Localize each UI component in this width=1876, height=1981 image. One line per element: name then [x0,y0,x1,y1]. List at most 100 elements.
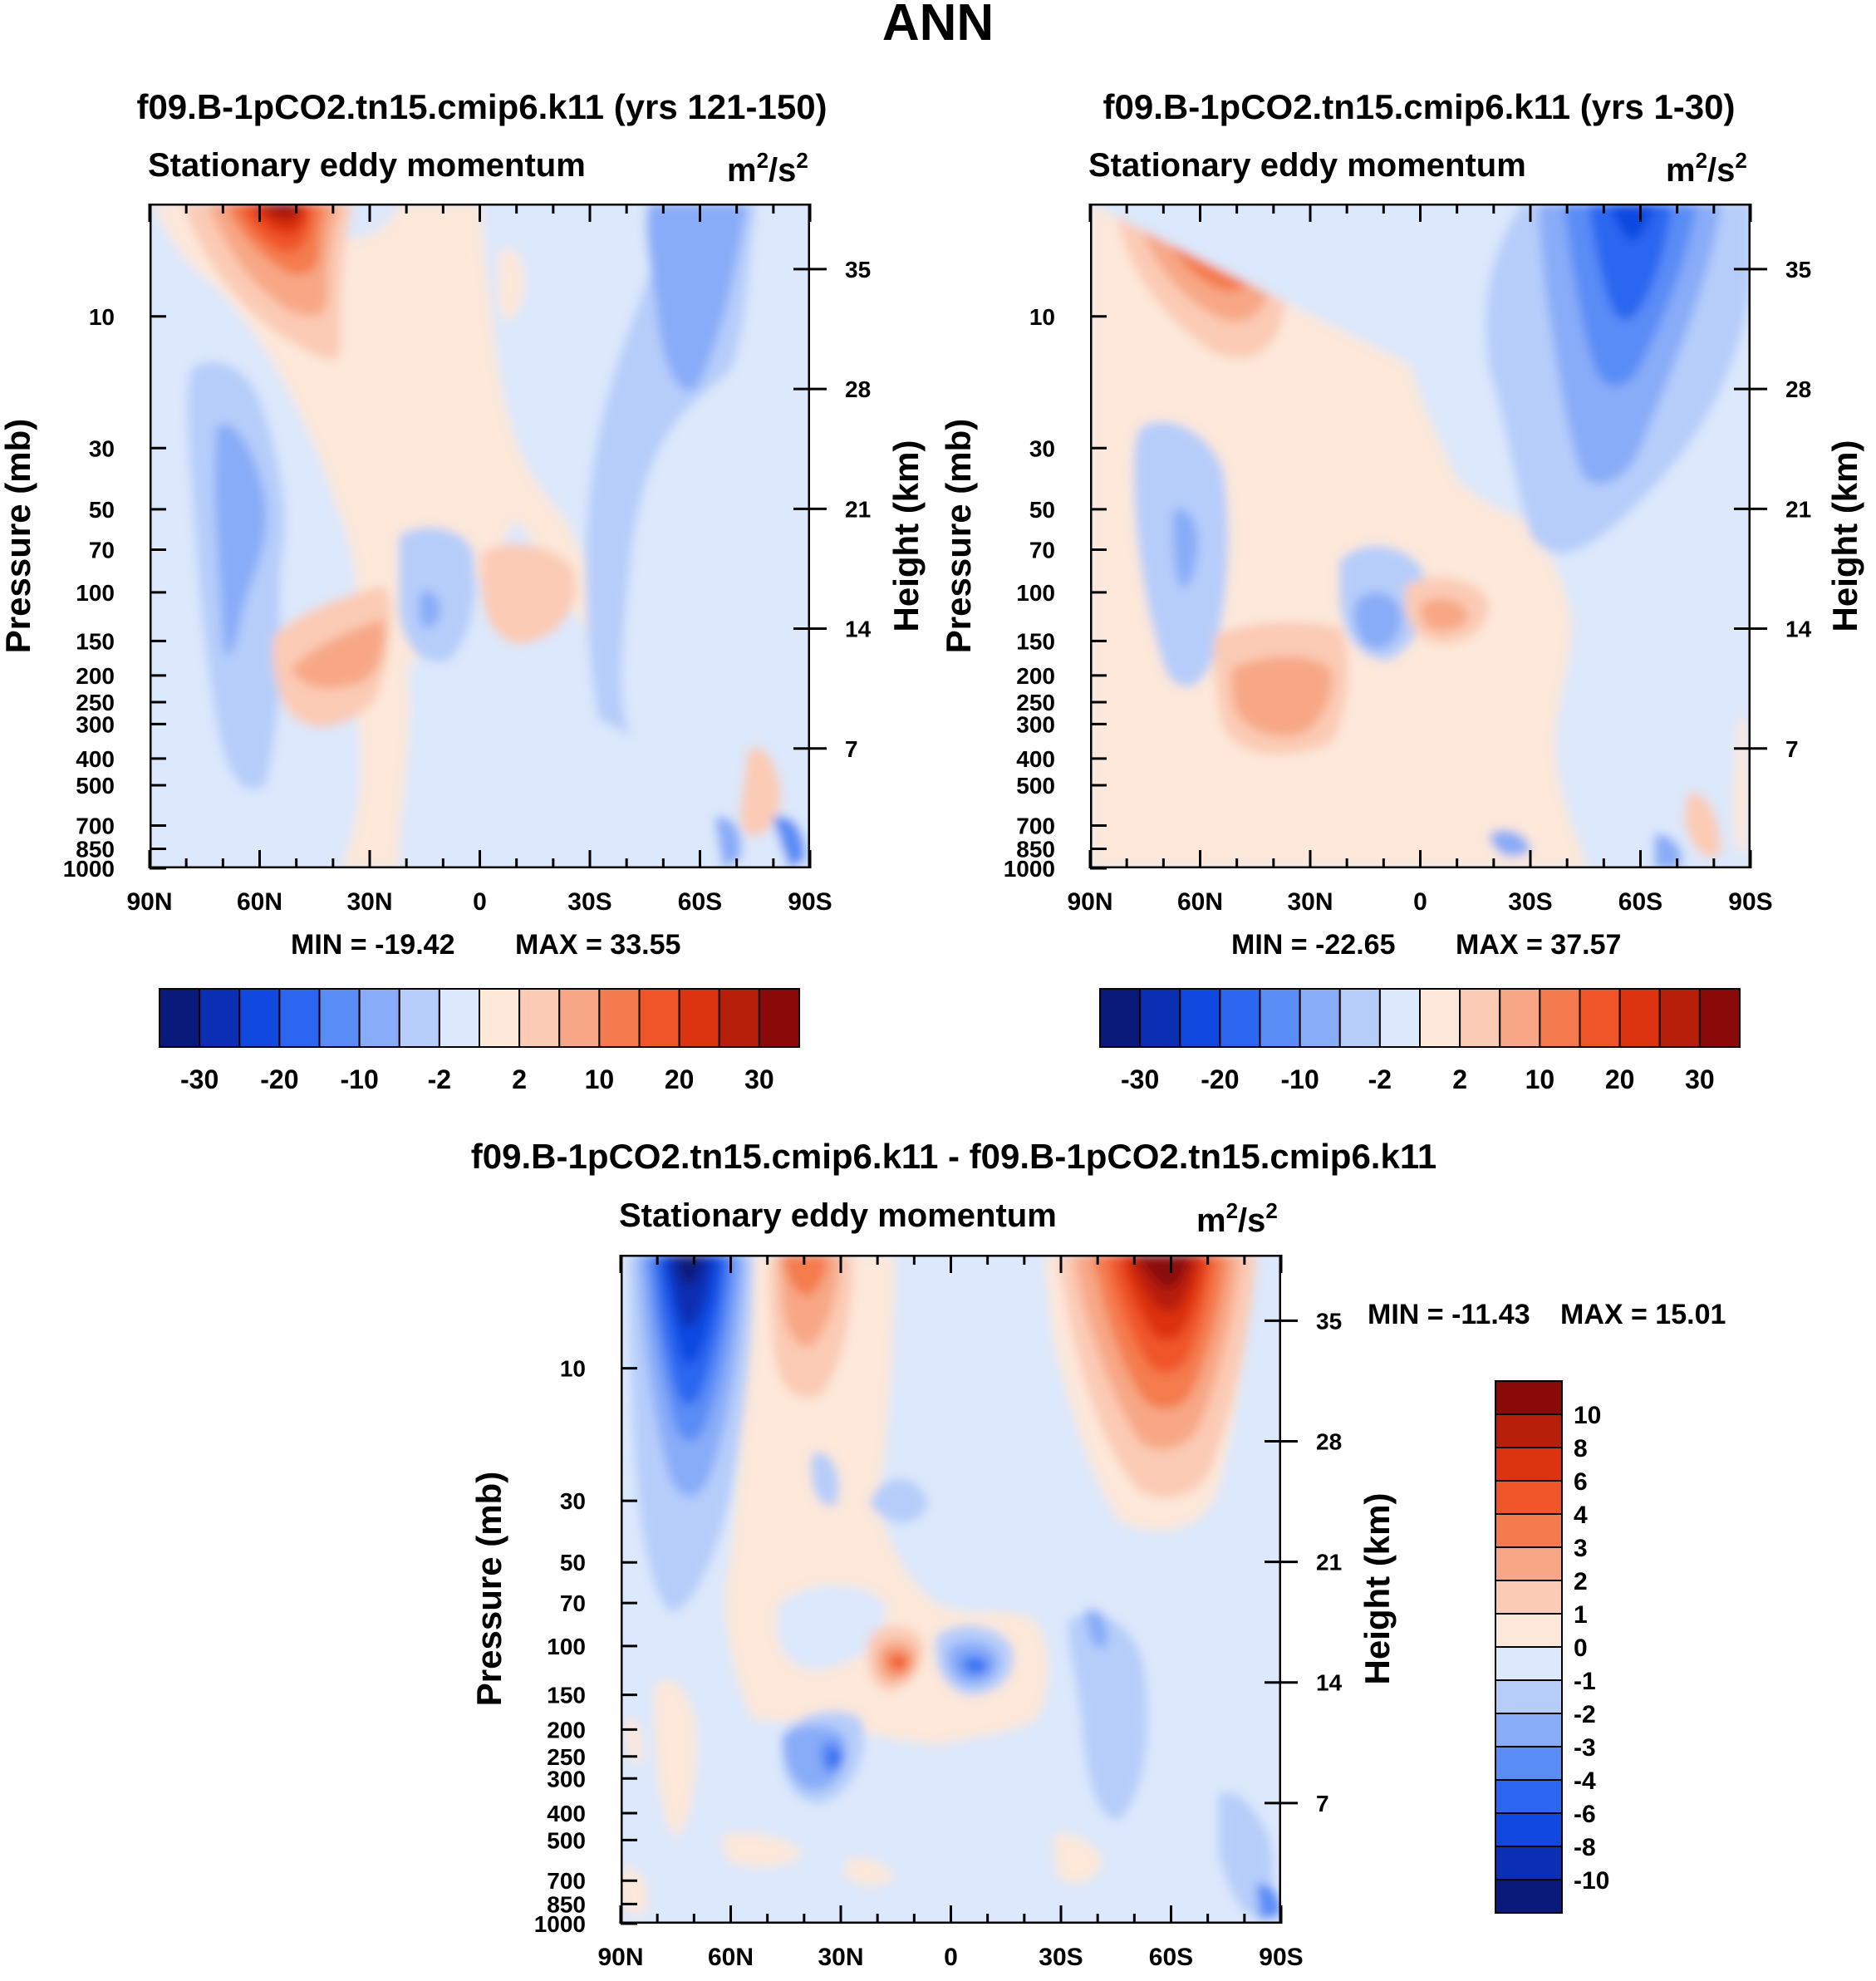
colorbar-box [1539,988,1581,1048]
panel-3-max-label: MAX = 15.01 [1560,1299,1726,1330]
colorbar-box [1495,1413,1563,1448]
colorbar-label: 2 [1452,1064,1467,1094]
y-tick-label: 300 [547,1766,586,1792]
colorbar-box [1495,1646,1563,1681]
colorbar-box [159,988,201,1048]
x-tick-label: 30N [818,1944,863,1971]
y-tick-label: 70 [89,537,115,563]
colorbar-label: 30 [1685,1064,1715,1094]
panel-2-min-label: MIN = -22.65 [1231,929,1395,961]
y-right-tick-label: 21 [845,496,871,522]
y-tick-label: 100 [1016,580,1055,606]
colorbar-label: 20 [1605,1064,1635,1094]
colorbar-label: -30 [180,1064,219,1094]
colorbar-box [479,988,521,1048]
y-tick-label: 150 [547,1683,586,1708]
y-tick-label: 100 [547,1634,586,1659]
x-tick-label: 60N [237,888,282,916]
colorbar-box [1219,988,1261,1048]
colorbar-box [558,988,601,1048]
x-tick-label: 60S [678,888,722,916]
panel-1-colorbar: -30 -20 -10 -2 2 10 20 30 [159,988,800,1094]
panel-3-field [621,1255,1281,1920]
y-right-tick-label: 35 [845,257,871,283]
colorbar-box [1495,1546,1563,1581]
colorbar-box [358,988,400,1048]
panel-1-subtitle: Stationary eddy momentum [148,147,586,184]
colorbar-box [1495,1812,1563,1847]
y-tick-label: 50 [1029,497,1055,523]
y-right-tick-label: 28 [1785,376,1811,402]
colorbar-box [1495,1380,1563,1415]
colorbar-label: -8 [1574,1834,1596,1861]
colorbar-label: 20 [665,1064,695,1094]
colorbar-label: -2 [1368,1064,1392,1094]
x-tick-label: 90S [1259,1944,1303,1971]
y-tick-label: 700 [76,814,115,839]
colorbar-label: 4 [1574,1502,1588,1529]
colorbar-label: 6 [1574,1468,1588,1496]
panel-3: f09.B-1pCO2.tn15.cmip6.k11 - f09.B-1pCO2… [469,1137,1726,1971]
y-tick-label: 10 [89,304,115,330]
x-tick-label: 0 [944,1944,958,1971]
panel-2-subtitle: Stationary eddy momentum [1088,147,1526,184]
colorbar-label: -2 [428,1064,451,1094]
colorbar-box [238,988,281,1048]
y-right-tick-label: 28 [845,376,871,402]
colorbar-box [1499,988,1541,1048]
colorbar-label: -10 [1281,1064,1319,1094]
colorbar-box [1495,1679,1563,1714]
colorbar-label: -3 [1574,1734,1596,1762]
y-right-tick-label: 14 [845,617,872,642]
colorbar-label: -20 [1201,1064,1239,1094]
y-tick-label: 70 [560,1590,586,1616]
x-tick-label: 60S [1618,888,1662,916]
colorbar-box [1495,1713,1563,1748]
colorbar-label: -1 [1574,1668,1596,1695]
y-right-tick-label: 7 [1316,1791,1329,1816]
panel-2-axes: 90N 60N 30N 0 30S 60S 90S103050701001502002503… [1004,204,1812,916]
colorbar-box [1419,988,1461,1048]
panel-3-axes: 90N 60N 30N 0 30S 60S 90S103050701001502002503… [534,1255,1343,1971]
colorbar-label: 30 [744,1064,774,1094]
y-tick-label: 10 [560,1356,586,1382]
panel-2-ylabel: Pressure (mb) [939,419,978,653]
panel-3-ylabel: Pressure (mb) [469,1472,508,1706]
x-tick-label: 60N [708,1944,754,1971]
colorbar-label: 10 [585,1064,615,1094]
colorbar-label: 10 [1525,1064,1555,1094]
y-tick-label: 400 [1016,746,1055,772]
y-tick-label: 700 [1016,814,1055,839]
colorbar-label: -2 [1574,1701,1596,1728]
colorbar-box [1495,1613,1563,1648]
y-tick-label: 200 [547,1717,586,1743]
panel-1-title: f09.B-1pCO2.tn15.cmip6.k11 (yrs 121-150) [136,87,827,126]
y-tick-label: 300 [1016,711,1055,737]
y-tick-label: 400 [547,1801,586,1826]
y-tick-label: 300 [76,711,115,737]
x-tick-label: 90N [126,888,172,916]
colorbar-box [518,988,561,1048]
panel-1-plot-area [150,204,810,868]
y-right-tick-label: 21 [1785,496,1811,522]
panel-1-ylabel-right: Height (km) [886,440,926,632]
colorbar-label: -10 [1574,1867,1609,1895]
colorbar-label: 1 [1574,1601,1588,1629]
colorbar-box [398,988,440,1048]
y-tick-label: 200 [1016,663,1055,689]
colorbar-box [638,988,680,1048]
y-tick-label: 400 [76,746,115,772]
panel-3-plot-area [621,1255,1281,1924]
panel-1: f09.B-1pCO2.tn15.cmip6.k11 (yrs 121-150)… [0,87,926,1094]
y-tick-label: 500 [1016,773,1055,799]
x-tick-label: 0 [473,888,487,916]
y-right-tick-label: 14 [1316,1670,1343,1696]
colorbar-label: -20 [260,1064,298,1094]
colorbar-label: -4 [1574,1767,1596,1795]
panel-3-units: m2/s2 [1196,1198,1278,1239]
y-right-tick-label: 28 [1316,1428,1342,1454]
y-tick-label: 250 [76,690,115,715]
y-tick-label: 70 [1029,537,1055,563]
x-tick-label: 30S [1039,1944,1083,1971]
